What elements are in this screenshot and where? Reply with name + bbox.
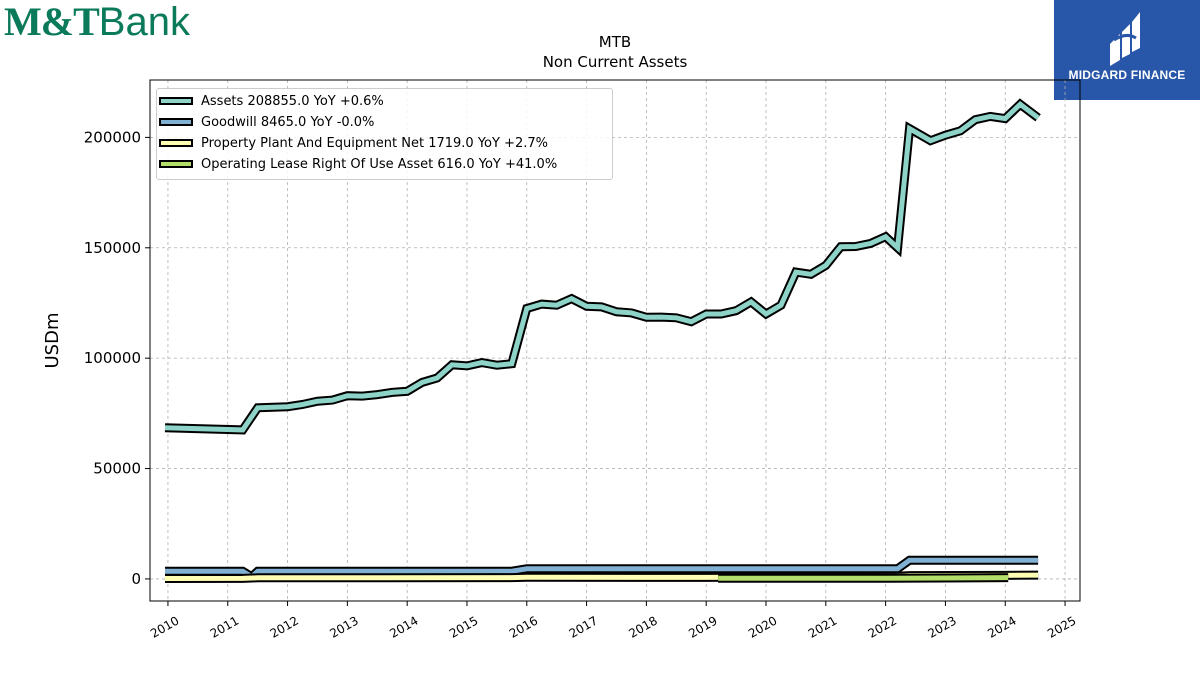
x-tick-label: 2022 (866, 613, 899, 640)
bank-logo-strong: M&T (4, 0, 100, 44)
chart-title: MTB (598, 33, 632, 51)
y-tick-label: 50000 (93, 460, 141, 478)
midgard-finance-badge: MIDGARD FINANCE (1054, 0, 1200, 100)
y-tick-label: 200000 (84, 128, 141, 146)
legend-item-assets: Assets 208855.0 YoY +0.6% (159, 91, 384, 111)
x-tick-label: 2013 (327, 613, 360, 640)
midgard-mark-icon (1110, 12, 1140, 66)
series-line-3 (718, 575, 1009, 581)
series-line-1 (165, 557, 1039, 580)
legend-swatch-assets (159, 97, 193, 105)
legend-item-lease: Operating Lease Right Of Use Asset 616.0… (159, 154, 557, 174)
x-tick-label: 2017 (567, 613, 600, 640)
legend-label-goodwill: Goodwill 8465.0 YoY -0.0% (201, 114, 375, 130)
legend-swatch-ppe (159, 139, 193, 147)
legend-label-assets: Assets 208855.0 YoY +0.6% (201, 93, 384, 109)
x-tick-label: 2024 (985, 613, 1018, 640)
x-tick-label: 2019 (686, 613, 719, 640)
legend-label-lease: Operating Lease Right Of Use Asset 616.0… (201, 156, 558, 172)
y-axis-label: USDm (42, 313, 63, 369)
x-tick-label: 2010 (148, 613, 181, 640)
y-tick-label: 0 (131, 570, 141, 588)
x-tick-label: 2018 (626, 613, 659, 640)
x-tick-label: 2014 (387, 613, 420, 640)
y-tick-label: 100000 (84, 349, 141, 367)
legend-label-ppe: Property Plant And Equipment Net 1719.0 … (201, 135, 548, 151)
legend-item-ppe: Property Plant And Equipment Net 1719.0 … (159, 133, 548, 153)
x-tick-label: 2023 (925, 613, 958, 640)
x-tick-label: 2021 (806, 613, 839, 640)
plot-frame (149, 79, 1081, 602)
x-tick-label: 2011 (208, 613, 241, 640)
chart-subtitle: Non Current Assets (542, 53, 688, 71)
x-tick-label: 2020 (746, 613, 779, 640)
badge-text: MIDGARD FINANCE (1068, 68, 1186, 82)
series-line-0 (164, 101, 1040, 433)
legend-swatch-goodwill (159, 118, 193, 126)
bank-logo: M&TBank (4, 0, 190, 44)
legend-item-goodwill: Goodwill 8465.0 YoY -0.0% (159, 112, 374, 132)
legend-swatch-lease (159, 160, 193, 168)
x-tick-label: 2025 (1045, 613, 1078, 640)
bank-logo-light: Bank (98, 0, 190, 44)
x-tick-label: 2015 (447, 613, 480, 640)
x-tick-label: 2012 (268, 613, 301, 640)
y-tick-label: 150000 (84, 239, 141, 257)
x-tick-label: 2016 (507, 613, 540, 640)
chart-legend: Assets 208855.0 YoY +0.6% Goodwill 8465.… (156, 88, 613, 180)
